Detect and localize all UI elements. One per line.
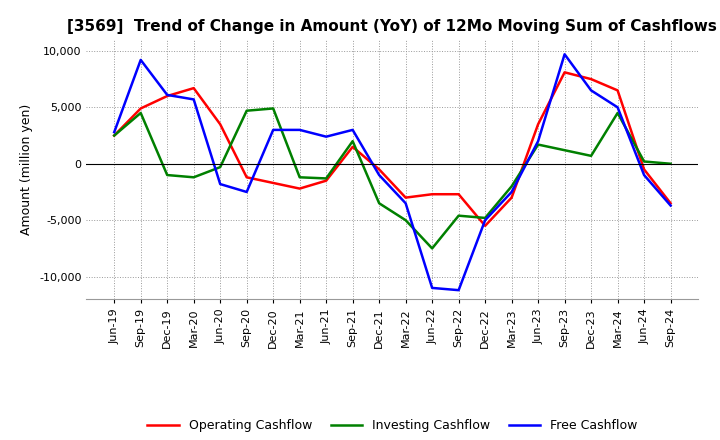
Operating Cashflow [269,180,277,186]
Operating Cashflow [428,191,436,197]
Free Cashflow [613,105,622,110]
Operating Cashflow [560,70,569,75]
Operating Cashflow [508,195,516,200]
Operating Cashflow [401,195,410,200]
Free Cashflow [216,181,225,187]
Free Cashflow [322,134,330,139]
Free Cashflow [269,127,277,132]
Investing Cashflow [189,175,198,180]
Investing Cashflow [666,161,675,166]
Line: Operating Cashflow: Operating Cashflow [114,72,670,226]
Operating Cashflow [189,85,198,91]
Investing Cashflow [243,108,251,114]
Operating Cashflow [640,167,649,172]
Investing Cashflow [163,172,171,178]
Investing Cashflow [295,175,304,180]
Operating Cashflow [243,175,251,180]
Investing Cashflow [534,142,542,147]
Line: Investing Cashflow: Investing Cashflow [114,108,670,249]
Investing Cashflow [481,215,490,220]
Line: Free Cashflow: Free Cashflow [114,54,670,290]
Free Cashflow [587,88,595,93]
Investing Cashflow [454,213,463,218]
Free Cashflow [136,57,145,62]
Y-axis label: Amount (million yen): Amount (million yen) [20,104,34,235]
Operating Cashflow [136,106,145,111]
Operating Cashflow [322,178,330,183]
Operating Cashflow [348,144,357,150]
Free Cashflow [666,203,675,208]
Investing Cashflow [640,159,649,164]
Free Cashflow [534,139,542,144]
Free Cashflow [375,172,384,178]
Free Cashflow [243,189,251,194]
Operating Cashflow [375,167,384,172]
Operating Cashflow [481,223,490,228]
Investing Cashflow [587,153,595,158]
Investing Cashflow [375,201,384,206]
Free Cashflow [508,189,516,194]
Investing Cashflow [508,183,516,189]
Free Cashflow [348,127,357,132]
Operating Cashflow [216,121,225,127]
Free Cashflow [481,217,490,223]
Investing Cashflow [216,165,225,170]
Investing Cashflow [613,110,622,116]
Investing Cashflow [322,176,330,181]
Operating Cashflow [587,77,595,82]
Free Cashflow [110,129,119,135]
Investing Cashflow [428,246,436,251]
Title: [3569]  Trend of Change in Amount (YoY) of 12Mo Moving Sum of Cashflows: [3569] Trend of Change in Amount (YoY) o… [68,19,717,34]
Investing Cashflow [348,139,357,144]
Investing Cashflow [560,147,569,153]
Operating Cashflow [454,191,463,197]
Investing Cashflow [110,133,119,138]
Investing Cashflow [269,106,277,111]
Free Cashflow [640,172,649,178]
Operating Cashflow [534,121,542,127]
Operating Cashflow [110,133,119,138]
Investing Cashflow [136,110,145,116]
Operating Cashflow [613,88,622,93]
Free Cashflow [163,92,171,98]
Free Cashflow [401,201,410,206]
Investing Cashflow [401,217,410,223]
Operating Cashflow [666,201,675,206]
Free Cashflow [189,97,198,102]
Operating Cashflow [163,93,171,99]
Operating Cashflow [295,186,304,191]
Free Cashflow [295,127,304,132]
Legend: Operating Cashflow, Investing Cashflow, Free Cashflow: Operating Cashflow, Investing Cashflow, … [143,414,642,437]
Free Cashflow [428,285,436,290]
Free Cashflow [560,51,569,57]
Free Cashflow [454,287,463,293]
